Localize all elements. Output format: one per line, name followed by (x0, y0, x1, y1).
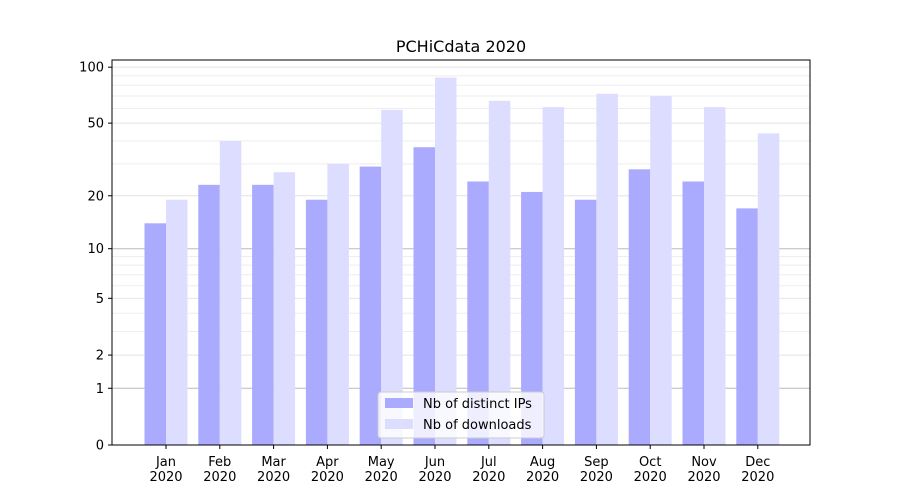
y-tick-label: 50 (87, 117, 104, 132)
x-tick-label: Oct (639, 455, 661, 470)
bar-distinct-ips (467, 181, 489, 445)
bar-downloads (435, 77, 457, 446)
plot-frame (111, 59, 811, 446)
bar-downloads (650, 96, 672, 445)
bar-distinct-ips (144, 223, 166, 445)
x-tick-label: Jul (480, 455, 497, 470)
bar-distinct-ips (736, 208, 758, 445)
legend-label-downloads: Nb of downloads (423, 418, 532, 433)
y-tick-label: 5 (96, 292, 104, 307)
y-tick-label: 10 (87, 242, 104, 257)
x-axis: Jan2020Feb2020Mar2020Apr2020May2020Jun20… (149, 445, 774, 485)
x-tick-label: Nov (691, 455, 717, 470)
x-tick-label: Feb (208, 455, 231, 470)
bar-distinct-ips (413, 147, 435, 445)
bar-distinct-ips (198, 184, 220, 445)
bar-downloads (704, 107, 726, 446)
bar-distinct-ips (252, 184, 274, 445)
y-tick-label: 20 (87, 189, 104, 204)
x-tick-label: 2020 (526, 470, 559, 485)
bar-downloads (166, 199, 188, 445)
x-tick-label: 2020 (149, 470, 182, 485)
x-tick-label: Dec (745, 455, 770, 470)
legend-label-ips: Nb of distinct IPs (423, 397, 532, 412)
legend-swatch-ips (385, 398, 413, 408)
bar-distinct-ips (359, 166, 382, 446)
legend: Nb of distinct IPs Nb of downloads (377, 391, 545, 439)
x-tick-label: 2020 (365, 470, 398, 485)
x-tick-label: 2020 (580, 470, 613, 485)
bar-distinct-ips (682, 181, 704, 445)
bar-distinct-ips (574, 199, 597, 445)
bars (144, 77, 780, 446)
bar-downloads (596, 93, 618, 445)
y-axis: 0 1 2 5 10 20 50 100 (79, 61, 112, 454)
x-tick-label: Aug (530, 455, 555, 470)
x-tick-label: Jan (155, 455, 176, 470)
y-tick-label: 2 (96, 349, 104, 364)
x-tick-label: 2020 (472, 470, 505, 485)
bar-distinct-ips (628, 169, 651, 445)
x-tick-label: Mar (261, 455, 286, 470)
bar-downloads (219, 140, 242, 446)
bar-downloads (488, 100, 511, 445)
x-tick-label: Sep (584, 455, 609, 470)
x-tick-label: 2020 (257, 470, 290, 485)
bar-downloads (757, 133, 780, 445)
x-tick-label: 2020 (687, 470, 720, 485)
chart-title: PCHiCdata 2020 (396, 37, 526, 56)
x-tick-label: May (368, 455, 395, 470)
legend-box (377, 391, 545, 439)
bar-distinct-ips (521, 191, 543, 445)
bar-downloads (542, 107, 565, 446)
legend-swatch-downloads (385, 419, 413, 429)
x-tick-label: Apr (316, 455, 339, 470)
bar-distinct-ips (305, 199, 328, 445)
y-tick-label: 100 (79, 61, 104, 76)
bar-downloads (273, 172, 296, 446)
x-tick-label: 2020 (203, 470, 236, 485)
bar-downloads (327, 163, 349, 445)
x-tick-label: 2020 (311, 470, 344, 485)
bar-downloads (381, 109, 403, 446)
x-tick-label: 2020 (634, 470, 667, 485)
y-tick-label: 0 (96, 439, 104, 454)
y-tick-label: 1 (96, 382, 104, 397)
x-tick-label: 2020 (741, 470, 774, 485)
x-tick-label: 2020 (418, 470, 451, 485)
x-tick-label: Jun (424, 455, 445, 470)
